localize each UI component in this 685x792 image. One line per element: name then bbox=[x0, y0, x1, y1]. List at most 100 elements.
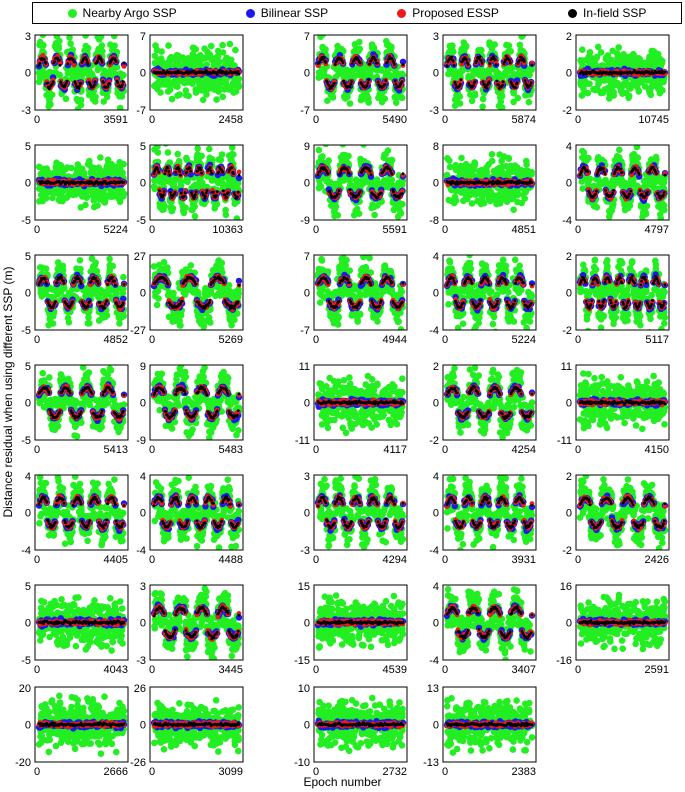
infield-point bbox=[473, 80, 477, 83]
argo-point bbox=[232, 88, 240, 95]
infield-point bbox=[333, 81, 336, 85]
argo-point bbox=[227, 156, 234, 164]
argo-point bbox=[612, 81, 619, 89]
argo-point bbox=[197, 176, 204, 184]
infield-point bbox=[185, 170, 189, 174]
argo-point bbox=[356, 45, 364, 53]
infield-point bbox=[237, 173, 241, 177]
argo-point bbox=[516, 41, 524, 49]
argo-point bbox=[222, 206, 229, 214]
infield-point bbox=[230, 166, 234, 170]
infield-point bbox=[50, 82, 54, 86]
argo-point bbox=[192, 89, 200, 96]
argo-point bbox=[634, 83, 641, 91]
argo-point bbox=[162, 77, 169, 85]
argo-point bbox=[206, 145, 213, 153]
infield-point bbox=[204, 195, 207, 198]
infield-point bbox=[179, 173, 182, 177]
argo-point bbox=[388, 73, 396, 80]
argo-point bbox=[479, 103, 486, 110]
argo-point bbox=[397, 210, 405, 217]
argo-point bbox=[152, 81, 160, 88]
infield-point bbox=[38, 62, 42, 65]
subplot-frame bbox=[149, 144, 244, 221]
argo-point bbox=[43, 91, 50, 99]
infield-point bbox=[350, 80, 353, 83]
argo-point bbox=[157, 89, 164, 96]
argo-point bbox=[161, 178, 169, 185]
infield-point bbox=[493, 58, 497, 62]
argo-point bbox=[217, 78, 225, 86]
infield-point bbox=[78, 84, 81, 88]
infield-point bbox=[100, 60, 104, 64]
argo-point bbox=[111, 35, 117, 37]
argo-point bbox=[385, 41, 392, 49]
argo-point bbox=[39, 35, 47, 39]
infield-point bbox=[368, 62, 371, 66]
y-tick-label: 7 bbox=[304, 31, 310, 43]
infield-point bbox=[236, 195, 239, 199]
argo-point bbox=[519, 35, 527, 39]
subplot-8: 90-90 5591 bbox=[300, 141, 408, 236]
legend-marker-infield bbox=[568, 8, 578, 18]
argo-point bbox=[337, 154, 345, 161]
argo-point bbox=[212, 201, 219, 208]
argo-point bbox=[86, 67, 93, 75]
argo-point bbox=[168, 79, 176, 86]
x-tick-label: 0 bbox=[442, 114, 448, 126]
infield-point bbox=[237, 72, 241, 76]
argo-point bbox=[193, 154, 201, 161]
infield-point bbox=[122, 61, 126, 65]
argo-point bbox=[399, 71, 407, 79]
infield-point bbox=[450, 55, 454, 59]
infield-point bbox=[221, 170, 225, 174]
argo-point bbox=[108, 168, 116, 176]
argo-point bbox=[72, 70, 80, 78]
argo-point bbox=[183, 154, 190, 162]
subplot-marks bbox=[443, 35, 536, 110]
argo-point bbox=[514, 94, 522, 102]
infield-point bbox=[56, 56, 60, 60]
infield-point bbox=[232, 172, 235, 176]
infield-point bbox=[79, 81, 83, 85]
argo-point bbox=[206, 51, 214, 58]
argo-point bbox=[164, 88, 172, 95]
infield-point bbox=[514, 86, 517, 89]
infield-point bbox=[529, 84, 532, 87]
infield-point bbox=[483, 82, 486, 86]
legend-label-infield: In-field SSP bbox=[583, 6, 646, 20]
argo-point bbox=[228, 145, 236, 151]
argo-point bbox=[50, 169, 58, 177]
argo-point bbox=[36, 198, 43, 205]
argo-point bbox=[170, 181, 178, 189]
infield-point bbox=[116, 81, 120, 85]
argo-point bbox=[232, 46, 239, 54]
legend-label-essp: Proposed ESSP bbox=[412, 6, 499, 20]
legend-label-argo: Nearby Argo SSP bbox=[83, 6, 177, 20]
infield-point bbox=[374, 58, 378, 62]
argo-point bbox=[360, 145, 367, 148]
infield-point bbox=[158, 189, 161, 193]
y-tick-label: -3 bbox=[21, 105, 31, 117]
argo-point bbox=[35, 163, 43, 171]
argo-point bbox=[319, 35, 326, 38]
infield-point bbox=[523, 79, 527, 82]
infield-point bbox=[162, 193, 165, 197]
infield-point bbox=[451, 59, 455, 63]
subplot-frame bbox=[442, 34, 537, 111]
argo-point bbox=[222, 211, 230, 219]
infield-point bbox=[205, 189, 209, 193]
argo-point bbox=[95, 187, 102, 194]
infield-point bbox=[200, 191, 204, 194]
legend-label-bilinear: Bilinear SSP bbox=[261, 6, 328, 20]
y-tick-label: -5 bbox=[136, 215, 146, 227]
argo-point bbox=[482, 68, 489, 75]
infield-point bbox=[349, 82, 353, 86]
infield-point bbox=[333, 63, 337, 66]
argo-point bbox=[90, 197, 97, 204]
infield-point bbox=[89, 83, 92, 87]
infield-point bbox=[392, 60, 395, 64]
argo-point bbox=[579, 46, 586, 53]
infield-point bbox=[51, 80, 55, 84]
argo-point bbox=[39, 47, 46, 55]
